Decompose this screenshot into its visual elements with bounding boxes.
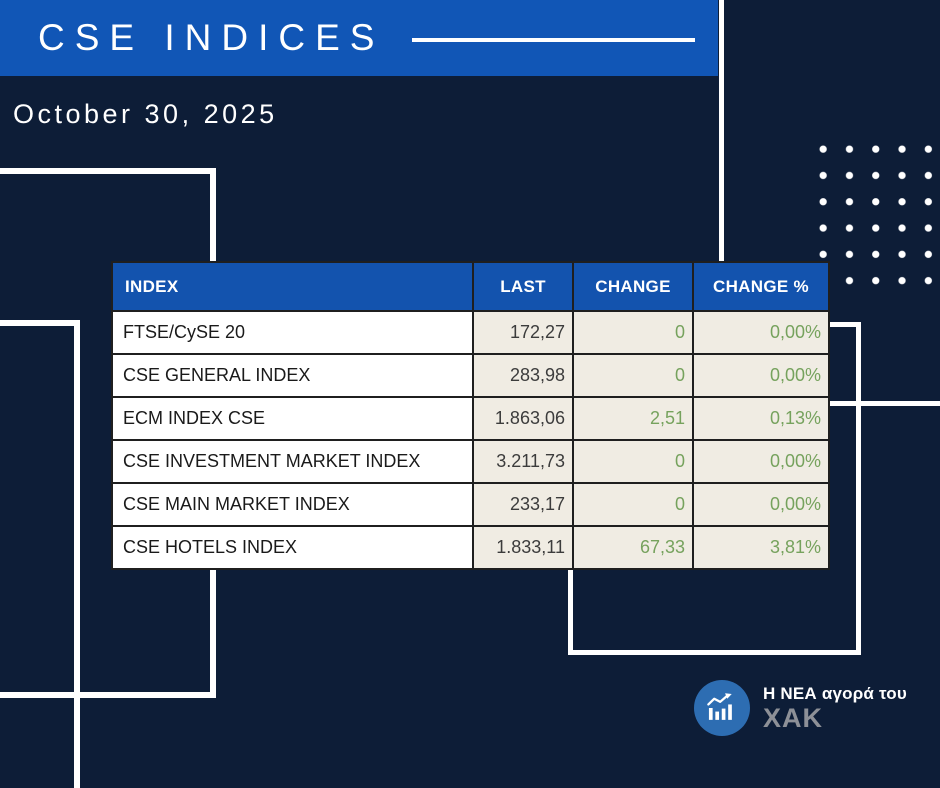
table-row: FTSE/CySE 20 172,27 0 0,00% [111, 310, 830, 355]
cell-change: 0 [572, 439, 694, 484]
bar-chart-trend-icon [707, 693, 732, 720]
cell-index-name: FTSE/CySE 20 [111, 310, 474, 355]
cell-change: 2,51 [572, 396, 694, 441]
page-title: CSE INDICES [38, 17, 385, 58]
decor-rect-left-bottom [0, 320, 80, 788]
table-row: CSE INVESTMENT MARKET INDEX 3.211,73 0 0,00… [111, 439, 830, 484]
logo-tagline: Η ΝΕΑ αγορά του [763, 684, 907, 703]
cell-index-name: CSE GENERAL INDEX [111, 353, 474, 398]
cell-index-name: CSE INVESTMENT MARKET INDEX [111, 439, 474, 484]
cell-change: 0 [572, 482, 694, 527]
cell-last: 1.833,11 [472, 525, 574, 570]
dots-pattern [810, 136, 940, 294]
header-band: CSE INDICES [0, 0, 718, 76]
cell-last: 283,98 [472, 353, 574, 398]
table-row: CSE MAIN MARKET INDEX 233,17 0 0,00% [111, 482, 830, 527]
cell-index-name: ECM INDEX CSE [111, 396, 474, 441]
cell-change: 0 [572, 353, 694, 398]
cell-index-name: CSE HOTELS INDEX [111, 525, 474, 570]
decor-line-vertical [719, 0, 724, 261]
cell-last: 233,17 [472, 482, 574, 527]
date-label: October 30, 2025 [13, 99, 278, 129]
indices-table: INDEX LAST CHANGE CHANGE % FTSE/CySE 20 1… [111, 261, 830, 570]
cell-change-pct: 0,00% [692, 439, 830, 484]
logo-text: Η ΝΕΑ αγορά του ΧΑΚ [763, 684, 907, 732]
logo-brand: ΧΑΚ [763, 703, 824, 733]
table-header-row: INDEX LAST CHANGE CHANGE % [111, 261, 830, 312]
decor-line-right [826, 401, 940, 406]
cell-change-pct: 0,00% [692, 482, 830, 527]
cell-last: 3.211,73 [472, 439, 574, 484]
cell-change-pct: 0,00% [692, 353, 830, 398]
table-row: ECM INDEX CSE 1.863,06 2,51 0,13% [111, 396, 830, 441]
cell-change: 0 [572, 310, 694, 355]
cell-change: 67,33 [572, 525, 694, 570]
table-row: CSE HOTELS INDEX 1.833,11 67,33 3,81% [111, 525, 830, 570]
column-header-index: INDEX [111, 261, 474, 312]
column-header-last: LAST [472, 261, 574, 312]
cell-change-pct: 0,13% [692, 396, 830, 441]
cell-change-pct: 0,00% [692, 310, 830, 355]
logo-circle [694, 680, 750, 736]
cell-change-pct: 3,81% [692, 525, 830, 570]
cell-index-name: CSE MAIN MARKET INDEX [111, 482, 474, 527]
title-rule-line [412, 38, 695, 42]
column-header-change: CHANGE [572, 261, 694, 312]
cell-last: 1.863,06 [472, 396, 574, 441]
brand-logo: Η ΝΕΑ αγορά του ΧΑΚ [694, 680, 907, 736]
column-header-change-pct: CHANGE % [692, 261, 830, 312]
cell-last: 172,27 [472, 310, 574, 355]
table-row: CSE GENERAL INDEX 283,98 0 0,00% [111, 353, 830, 398]
